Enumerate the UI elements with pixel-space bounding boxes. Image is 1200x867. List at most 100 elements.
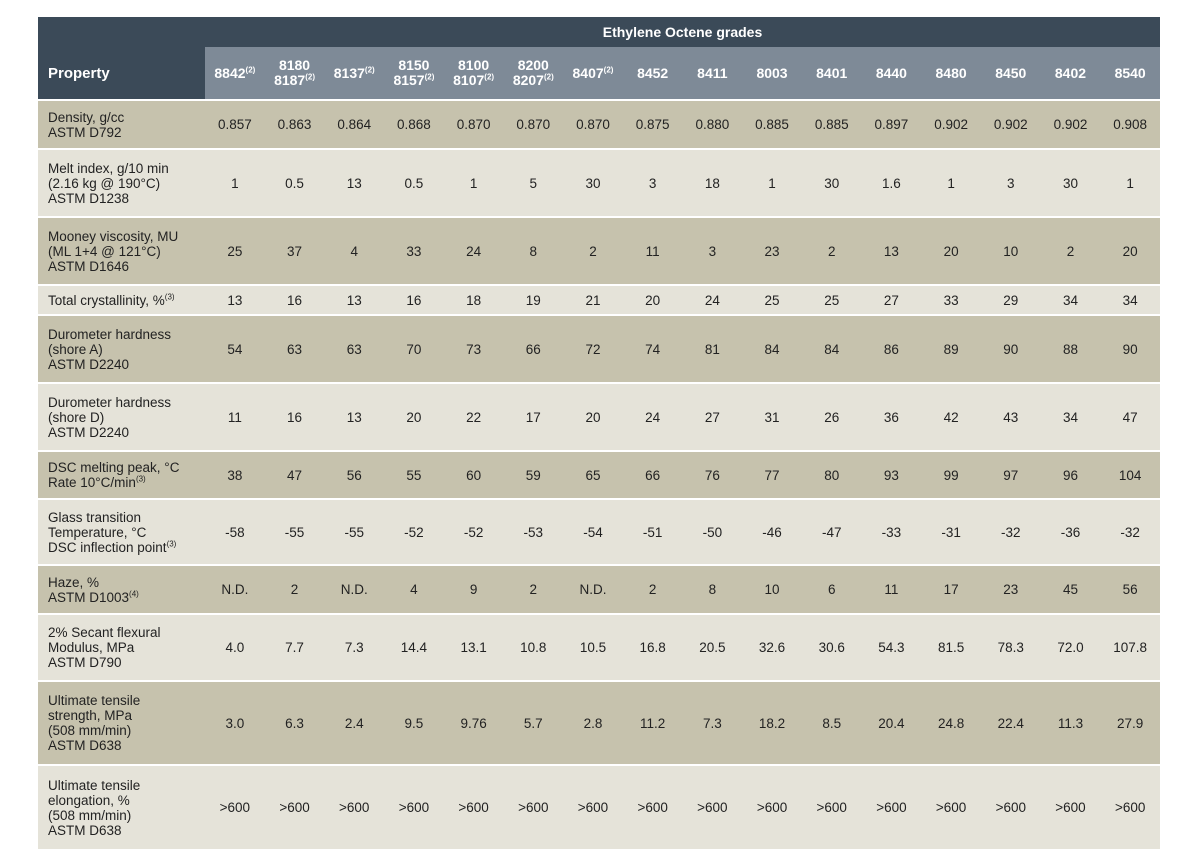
value-cell: 16 <box>384 284 444 315</box>
value-cell: 9.5 <box>384 680 444 765</box>
value-cell: -53 <box>503 498 564 565</box>
value-cell: 96 <box>1040 450 1101 499</box>
value-cell: 4.0 <box>205 613 265 681</box>
grade-number: 8137 <box>333 64 365 81</box>
value-cell: 18.2 <box>742 680 802 765</box>
property-label-line: ASTM D638 <box>48 738 122 753</box>
property-label: Durometer hardness (shore D) ASTM D2240 <box>38 382 205 451</box>
value-cell: 16.8 <box>622 613 683 681</box>
footnote-marker: (3) <box>164 292 175 301</box>
value-cell: 30 <box>1040 148 1101 217</box>
value-cell: 43 <box>980 382 1041 451</box>
value-cell: 11.2 <box>622 680 683 765</box>
value-cell: 16 <box>264 284 325 315</box>
grade-header-row: Property 8842(2) 8180 8187(2) 8137(2) 8150 81… <box>38 47 1161 100</box>
value-cell: 10.8 <box>503 613 564 681</box>
grade-number: 8207 <box>512 72 544 88</box>
property-column-header: Property <box>38 47 205 100</box>
grade-label: 8150 <box>398 57 430 73</box>
table-row-durometer-shore-d: Durometer hardness (shore D) ASTM D2240 11 1… <box>38 382 1161 451</box>
value-cell: 7.3 <box>324 613 385 681</box>
value-cell: 34 <box>1040 382 1101 451</box>
property-label: Ultimate tensile strength, MPa (508 mm/min… <box>38 680 205 765</box>
value-cell: 4 <box>384 564 444 614</box>
grade-header-cell: 8540 <box>1100 47 1161 100</box>
value-cell: 45 <box>1040 564 1101 614</box>
value-cell: 11 <box>622 216 683 285</box>
property-label-line: ASTM D790 <box>48 655 122 670</box>
value-cell: 1.6 <box>861 148 922 217</box>
grade-header-cell: 8440 <box>861 47 922 100</box>
value-cell: 7.7 <box>264 613 325 681</box>
table-row-ultimate-tensile-strength: Ultimate tensile strength, MPa (508 mm/min… <box>38 680 1161 765</box>
value-cell: 13 <box>861 216 922 285</box>
table-row-haze: Haze, % ASTM D1003(4) N.D. 2 N.D. 4 9 2 N.D. 2 8 10… <box>38 564 1161 614</box>
grade-label: 8137(2) <box>324 64 384 81</box>
value-cell: 84 <box>801 314 862 383</box>
value-cell: 0.5 <box>264 148 325 217</box>
value-cell: -33 <box>861 498 922 565</box>
value-cell: 72.0 <box>1040 613 1101 681</box>
table-row-secant-flexural-modulus: 2% Secant flexural Modulus, MPa ASTM D790 4… <box>38 613 1161 681</box>
grade-header-cell: 8137(2) <box>324 47 385 100</box>
value-cell: 5.7 <box>503 680 564 765</box>
property-label: DSC melting peak, °C Rate 10°C/min(3) <box>38 450 205 499</box>
value-cell: 9 <box>443 564 504 614</box>
value-cell: 27 <box>861 284 922 315</box>
value-cell: 20 <box>563 382 623 451</box>
grade-number: 8107 <box>453 72 485 88</box>
property-label-line: Density, g/cc <box>48 109 125 125</box>
table-row-density: Density, g/cc ASTM D792 0.857 0.863 0.864 0.8… <box>38 99 1161 149</box>
value-cell: 77 <box>742 450 802 499</box>
grade-label: 8480 <box>935 64 967 81</box>
property-label-line: Rate 10°C/min(3) <box>48 475 201 490</box>
value-cell: N.D. <box>324 564 385 614</box>
grade-header-cell: 8450 <box>980 47 1041 100</box>
value-cell: 56 <box>1100 564 1161 614</box>
value-cell: 42 <box>921 382 981 451</box>
table-row-durometer-shore-a: Durometer hardness (shore A) ASTM D2240 54 6… <box>38 314 1161 383</box>
property-label-line: (shore A) <box>48 341 103 357</box>
value-cell: 104 <box>1100 450 1161 499</box>
value-cell: 11 <box>861 564 922 614</box>
value-cell: 27 <box>682 382 743 451</box>
value-cell: 59 <box>503 450 564 499</box>
value-cell: 81.5 <box>921 613 981 681</box>
value-cell: 22 <box>443 382 504 451</box>
grade-label: 8540 <box>1114 64 1146 81</box>
value-cell: 56 <box>324 450 385 499</box>
value-cell: 4 <box>324 216 385 285</box>
grade-header-cell: 8452 <box>622 47 683 100</box>
property-label-line: Ultimate tensile <box>48 777 141 793</box>
value-cell: 0.908 <box>1100 99 1161 149</box>
value-cell: >600 <box>622 764 683 849</box>
value-cell: >600 <box>742 764 802 849</box>
grade-header-cell: 8402 <box>1040 47 1101 100</box>
properties-table-container: Ethylene Octene grades Property 8842(2) 8… <box>38 17 1161 849</box>
value-cell: >600 <box>324 764 385 849</box>
value-cell: 78.3 <box>980 613 1041 681</box>
value-cell: 29 <box>980 284 1041 315</box>
value-cell: 2 <box>801 216 862 285</box>
value-cell: 66 <box>503 314 564 383</box>
value-cell: 6 <box>801 564 862 614</box>
value-cell: 7.3 <box>682 680 743 765</box>
value-cell: 17 <box>503 382 564 451</box>
property-label: Ultimate tensile elongation, % (508 mm/min… <box>38 764 205 849</box>
value-cell: >600 <box>921 764 981 849</box>
property-label-line: DSC inflection point(3) <box>48 540 201 555</box>
value-cell: 107.8 <box>1100 613 1161 681</box>
value-cell: >600 <box>861 764 922 849</box>
value-cell: 33 <box>384 216 444 285</box>
value-cell: 2 <box>1040 216 1101 285</box>
value-cell: 81 <box>682 314 743 383</box>
group-title: Ethylene Octene grades <box>205 17 1161 47</box>
value-cell: 27.9 <box>1100 680 1161 765</box>
value-cell: 0.885 <box>742 99 802 149</box>
value-cell: 21 <box>563 284 623 315</box>
value-cell: 30 <box>801 148 862 217</box>
footnote-marker: (2) <box>484 72 495 82</box>
property-label-line: (508 mm/min) <box>48 723 132 738</box>
value-cell: 33 <box>921 284 981 315</box>
value-cell: 20.5 <box>682 613 743 681</box>
